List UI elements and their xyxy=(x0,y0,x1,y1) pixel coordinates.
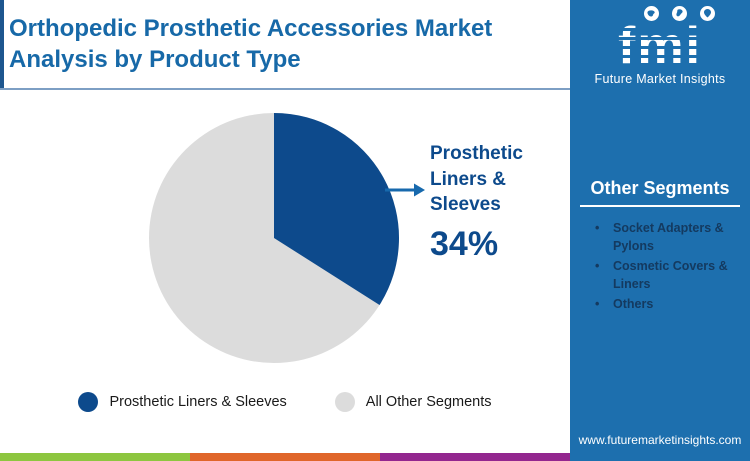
list-item: Socket Adapters & Pylons xyxy=(595,220,735,255)
list-item: Cosmetic Covers & Liners xyxy=(595,258,735,293)
header-accent-bar xyxy=(0,0,4,88)
stripe-orange xyxy=(190,453,380,461)
legend-item-prosthetic-liners: Prosthetic Liners & Sleeves xyxy=(78,392,287,412)
pie-callout: Prosthetic Liners & Sleeves 34% xyxy=(430,141,546,264)
footer-stripes xyxy=(0,453,570,461)
legend-label: All Other Segments xyxy=(365,394,492,410)
globe-europe-icon xyxy=(671,6,687,21)
fmi-logo-tagline: Future Market Insights xyxy=(594,72,726,86)
legend-dot-blue-icon xyxy=(78,392,99,412)
other-segments-list: Socket Adapters & Pylons Cosmetic Covers… xyxy=(595,220,735,317)
stripe-green xyxy=(0,453,190,461)
page-title: Orthopedic Prosthetic Accessories Market… xyxy=(9,15,493,74)
fmi-logo-text: fmi xyxy=(614,17,706,75)
pie-slice-prosthetic-liners-sleeves xyxy=(274,113,399,305)
stripe-purple xyxy=(380,453,570,461)
logo-globes-row xyxy=(608,6,750,22)
legend-label: Prosthetic Liners & Sleeves xyxy=(109,394,287,410)
chart-legend: Prosthetic Liners & Sleeves All Other Se… xyxy=(0,392,570,412)
callout-label: Prosthetic Liners & Sleeves xyxy=(430,143,523,216)
list-item: Others xyxy=(595,296,735,314)
sidebar: fmi Future Market Insights Other Segment… xyxy=(570,0,750,461)
globe-americas-icon xyxy=(643,6,659,21)
header: Orthopedic Prosthetic Accessories Market… xyxy=(0,0,570,90)
legend-dot-gray-icon xyxy=(334,392,355,412)
other-segments-heading: Other Segments xyxy=(590,178,730,198)
legend-item-all-other: All Other Segments xyxy=(334,392,492,412)
callout-value: 34% xyxy=(430,224,499,263)
website-url[interactable]: www.futuremarketinsights.com xyxy=(578,433,742,447)
callout-arrow-icon xyxy=(385,183,425,197)
pie-chart xyxy=(149,113,399,363)
other-segments-underline xyxy=(580,205,740,207)
fmi-logo: fmi Future Market Insights xyxy=(570,6,750,86)
globe-pin-icon xyxy=(699,6,715,21)
